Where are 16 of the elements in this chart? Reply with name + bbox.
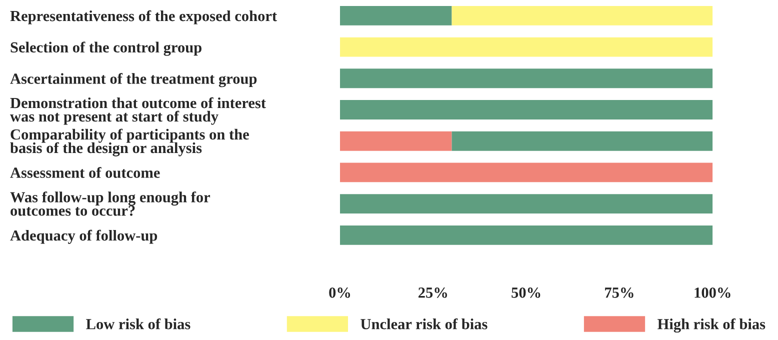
- y-tick-label: Ascertainment of the treatment group: [10, 73, 257, 88]
- y-tick-label: Comparability of participants on the basis of the design or analysis: [10, 128, 249, 156]
- x-tick-label: 75%: [605, 288, 634, 298]
- x-tick-label: 50%: [512, 288, 540, 298]
- y-tick-label: Adequacy of follow-up: [10, 230, 158, 244]
- legend-label: Unclear risk of bias: [360, 318, 488, 330]
- y-tick-label: Demonstration that outcome of interest was not present at start of study: [10, 97, 266, 125]
- legend-label: High risk of bias: [658, 318, 766, 333]
- legend-label: Low risk of bias: [86, 318, 190, 330]
- y-tick-label: Representativeness of the exposed cohort: [10, 10, 277, 24]
- x-tick-label: 25%: [418, 288, 447, 298]
- y-tick-label: Was follow-up long enough for outcomes to occur?: [10, 191, 210, 216]
- x-tick-label: 100%: [694, 288, 730, 298]
- y-tick-label: Assessment of outcome: [10, 167, 160, 178]
- y-tick-label: Selection of the control group: [10, 42, 202, 56]
- x-tick-label: 0%: [329, 288, 350, 298]
